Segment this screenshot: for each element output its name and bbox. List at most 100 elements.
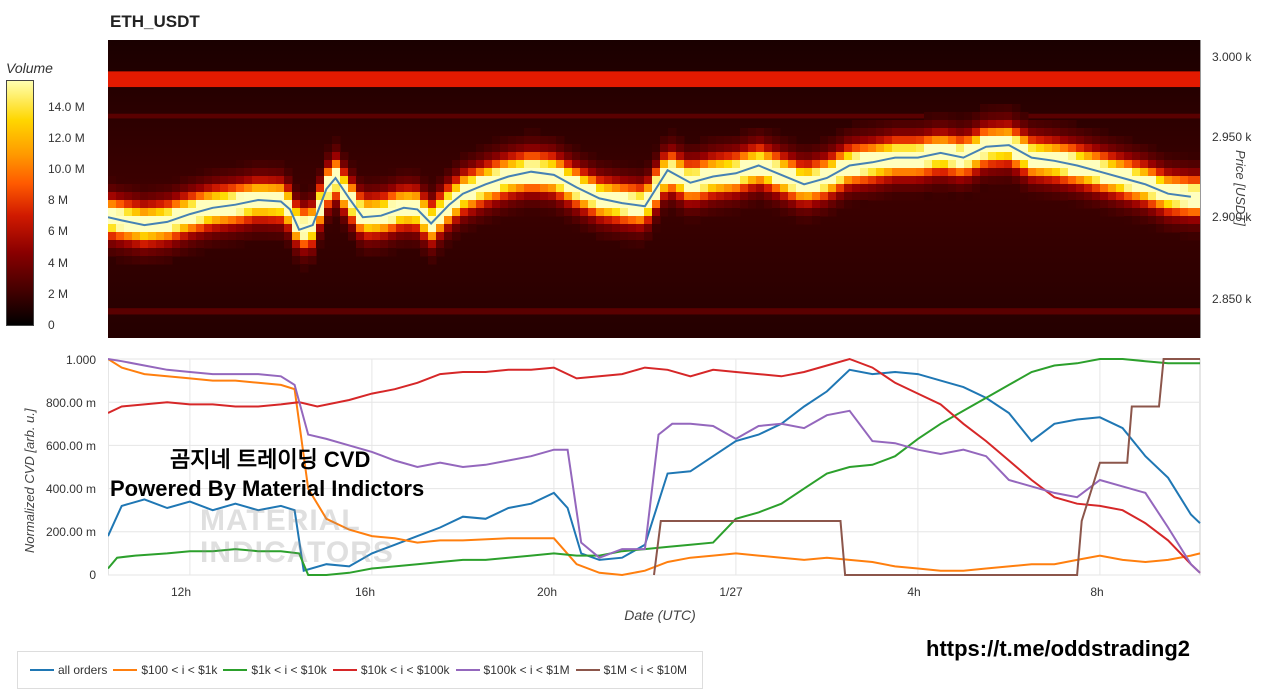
legend-label: $1k < i < $10k	[251, 663, 327, 677]
legend-item[interactable]: $100 < i < $1k	[113, 663, 217, 677]
heatmap-cell	[820, 144, 829, 153]
heatmap-cell	[620, 216, 629, 225]
heatmap-cell	[124, 232, 133, 241]
heatmap-cell	[1076, 152, 1085, 161]
heatmap-cell	[180, 208, 189, 217]
heatmap-cell	[1100, 184, 1109, 193]
heatmap-cell	[1044, 152, 1053, 161]
heatmap-cell	[604, 168, 613, 177]
heatmap-cell	[612, 200, 621, 209]
heatmap-cell	[196, 240, 205, 249]
legend-item[interactable]: all orders	[30, 663, 107, 677]
heatmap-cell	[1044, 128, 1053, 137]
heatmap-cell	[500, 208, 509, 217]
heatmap-cell	[884, 152, 893, 161]
heatmap-cell	[388, 224, 397, 233]
heatmap-cell	[1076, 176, 1085, 185]
heatmap-cell	[252, 216, 261, 225]
heatmap-cell	[292, 208, 301, 217]
heatmap-cell	[780, 136, 789, 145]
heatmap-cell	[492, 168, 501, 177]
heatmap-cell	[284, 200, 293, 209]
heatmap-cell	[676, 136, 685, 145]
heatmap-cell	[772, 208, 781, 217]
heatmap-cell	[1084, 168, 1093, 177]
heatmap-cell	[1108, 152, 1117, 161]
heatmap-cell	[676, 184, 685, 193]
heatmap-cell	[212, 232, 221, 241]
heatmap-cell	[1012, 176, 1021, 185]
telegram-link[interactable]: https://t.me/oddstrading2	[926, 636, 1190, 661]
heatmap-cell	[980, 104, 989, 113]
heatmap-cell	[844, 152, 853, 161]
heatmap-cell	[572, 176, 581, 185]
legend: all orders $100 < i < $1k $1k < i < $10k $1…	[17, 651, 703, 689]
heatmap-cell	[364, 216, 373, 225]
heatmap-cell	[156, 224, 165, 233]
heatmap-cell	[668, 176, 677, 185]
overlay-title: 곰지네 트레이딩 CVD	[170, 447, 371, 472]
heatmap-cell	[852, 176, 861, 185]
heatmap-cell	[468, 224, 477, 233]
heatmap-cell	[508, 168, 517, 177]
heatmap-cell	[852, 136, 861, 145]
legend-item[interactable]: $1M < i < $10M	[575, 663, 687, 677]
heatmap-cell	[532, 160, 541, 169]
price-tick: 2.950 k	[1212, 130, 1252, 144]
volume-heatmap	[108, 40, 1200, 338]
heatmap-cell	[580, 200, 589, 209]
heatmap-cell	[364, 208, 373, 217]
heatmap-cell	[196, 232, 205, 241]
legend-item[interactable]: $10k < i < $100k	[332, 663, 450, 677]
heatmap-cell	[796, 168, 805, 177]
legend-item[interactable]: $100k < i < $1M	[455, 663, 570, 677]
heatmap-cell	[1124, 136, 1133, 145]
legend-label: $100k < i < $1M	[483, 663, 570, 677]
heatmap-cell	[332, 160, 341, 169]
heatmap-cell	[1076, 136, 1085, 145]
heatmap-cell	[220, 232, 229, 241]
heatmap-cell	[676, 176, 685, 185]
heatmap-cell	[452, 200, 461, 209]
heatmap-cell	[308, 208, 317, 217]
heatmap-cell	[740, 184, 749, 193]
heatmap-cell	[588, 208, 597, 217]
heatmap-cell	[996, 136, 1005, 145]
heatmap-cell	[916, 160, 925, 169]
heatmap-cell	[516, 152, 525, 161]
legend-item[interactable]: $1k < i < $10k	[223, 663, 327, 677]
heatmap-cell	[828, 152, 837, 161]
heatmap-cell	[548, 176, 557, 185]
heatmap-cell	[1076, 200, 1085, 209]
heatmap-cell	[940, 120, 949, 129]
heatmap-cell	[996, 168, 1005, 177]
heatmap-volume-bands	[108, 71, 1200, 315]
heatmap-cell	[660, 184, 669, 193]
heatmap-cell	[692, 192, 701, 201]
heatmap-cell	[660, 192, 669, 201]
heatmap-cell	[1124, 160, 1133, 169]
heatmap-cell	[820, 184, 829, 193]
heatmap-cell	[852, 152, 861, 161]
heatmap-cell	[740, 152, 749, 161]
heatmap-cell	[1196, 216, 1200, 225]
heatmap-cell	[1028, 120, 1037, 129]
heatmap-cell	[156, 200, 165, 209]
heatmap-cell	[1148, 176, 1157, 185]
heatmap-cell	[900, 168, 909, 177]
heatmap-cell	[500, 192, 509, 201]
heatmap-cell	[124, 192, 133, 201]
heatmap-cell	[836, 136, 845, 145]
heatmap-cell	[716, 176, 725, 185]
heatmap-cell	[580, 176, 589, 185]
heatmap-cell	[1012, 152, 1021, 161]
heatmap-cell	[940, 136, 949, 145]
heatmap-cell	[916, 176, 925, 185]
heatmap-cell	[1100, 128, 1109, 137]
heatmap-cell	[380, 192, 389, 201]
heatmap-cell	[348, 184, 357, 193]
heatmap-cell	[140, 224, 149, 233]
heatmap-cell	[212, 240, 221, 249]
heatmap-cell	[116, 200, 125, 209]
legend-swatch	[575, 669, 600, 671]
